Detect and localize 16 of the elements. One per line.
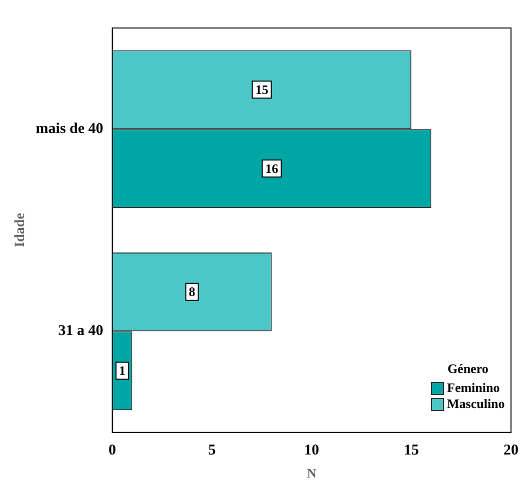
x-tick-label: 0 xyxy=(108,442,116,458)
data-label: 16 xyxy=(265,160,279,176)
x-tick-label: 20 xyxy=(504,442,518,458)
data-label: 1 xyxy=(119,363,126,378)
y-tick-label: 31 a 40 xyxy=(58,323,104,340)
x-tick-label: 15 xyxy=(404,442,419,458)
y-tick-label: mais de 40 xyxy=(36,120,104,137)
y-axis-title: Idade xyxy=(13,213,28,248)
data-label: 15 xyxy=(255,82,269,98)
x-axis-title: N xyxy=(306,466,317,481)
legend-title: Género xyxy=(446,361,490,378)
legend-label: Feminino xyxy=(447,380,500,396)
legend-label: Masculino xyxy=(447,396,505,412)
x-tick-label: 5 xyxy=(208,442,216,458)
x-tick-label: 10 xyxy=(304,442,320,458)
data-label: 8 xyxy=(188,284,196,300)
